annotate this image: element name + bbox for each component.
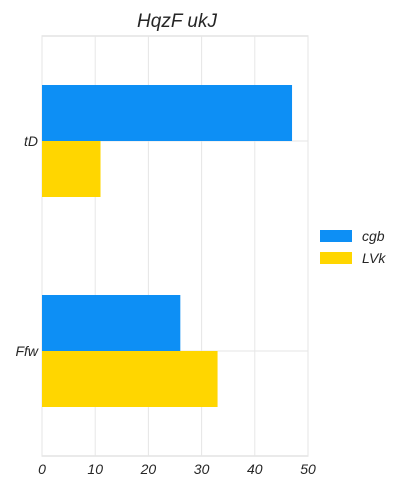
legend-swatch-LVk [320,252,352,264]
x-tick-label: 10 [87,461,103,477]
x-axis-ticks: 0 10 20 30 40 50 [38,461,316,477]
x-tick-label: 50 [300,461,316,477]
x-tick-label: 20 [140,461,157,477]
y-tick-label: tD [24,133,38,149]
bar-LVk-tD [42,141,101,197]
bars [42,85,293,407]
x-tick-label: 40 [247,461,263,477]
bar-cgb-Ffw [42,295,181,351]
legend: cgb LVk [320,228,386,266]
legend-label-LVk: LVk [362,250,386,266]
y-tick-label: Ffw [15,343,38,359]
x-tick-label: 0 [38,461,46,477]
bar-cgb-tD [42,85,293,141]
legend-label-cgb: cgb [362,228,385,244]
legend-swatch-cgb [320,230,352,242]
y-axis-ticks: tD Ffw [15,133,38,359]
chart-title: HqzF ukJ [137,11,217,32]
x-tick-label: 30 [194,461,210,477]
bar-LVk-Ffw [42,351,218,407]
